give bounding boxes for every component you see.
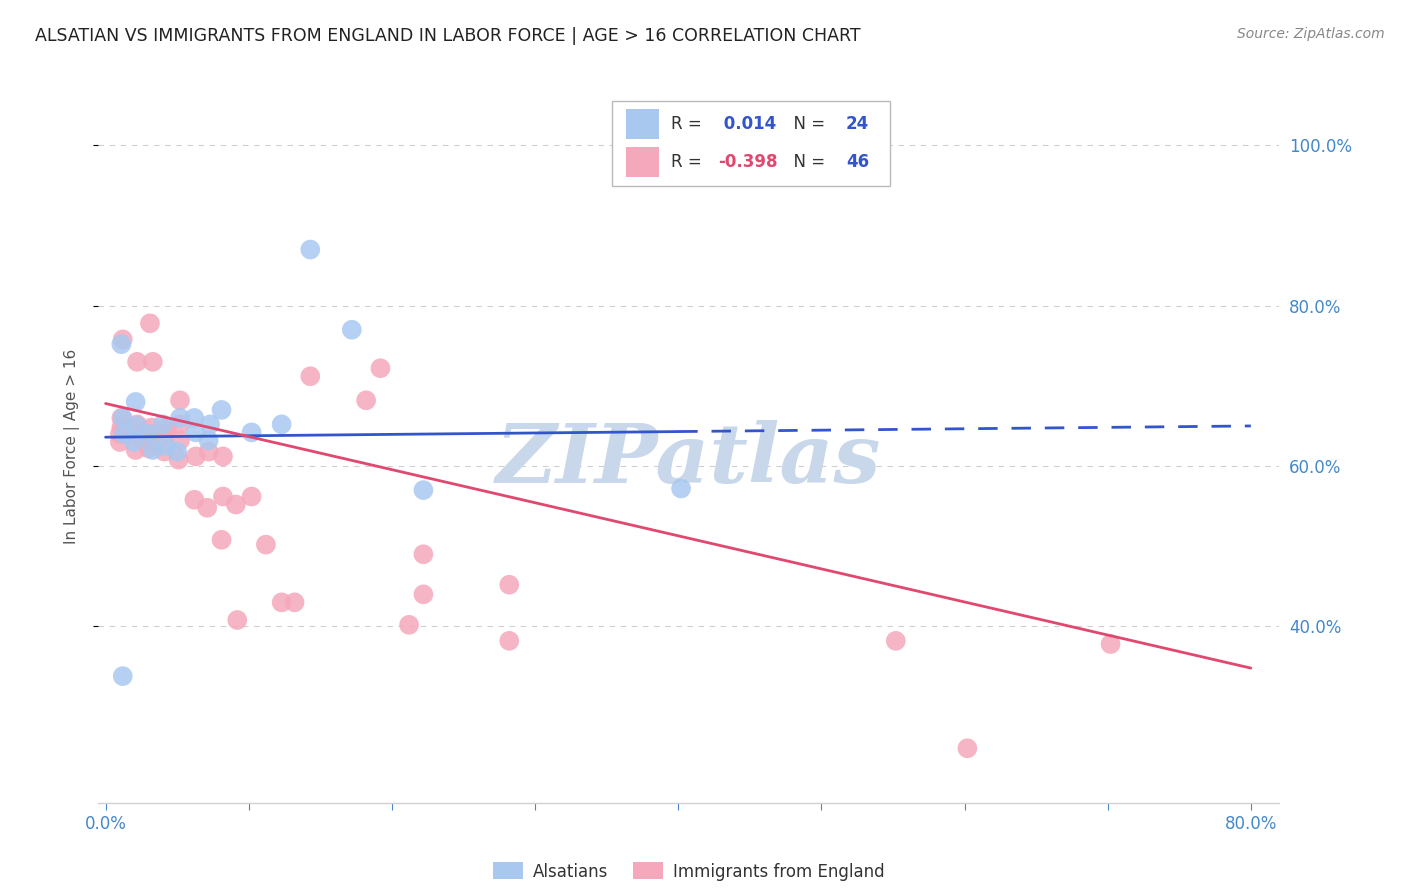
- Point: [1099, 637, 1122, 651]
- Point: [141, 427, 163, 442]
- Point: [110, 337, 132, 351]
- Point: [111, 669, 134, 683]
- Point: [183, 411, 205, 425]
- Point: [138, 442, 160, 456]
- Point: [108, 435, 131, 450]
- Point: [169, 393, 191, 408]
- Text: N =: N =: [783, 115, 831, 133]
- Point: [169, 434, 191, 448]
- Point: [183, 492, 205, 507]
- Text: ALSATIAN VS IMMIGRANTS FROM ENGLAND IN LABOR FORCE | AGE > 16 CORRELATION CHART: ALSATIAN VS IMMIGRANTS FROM ENGLAND IN L…: [35, 27, 860, 45]
- Point: [884, 633, 907, 648]
- Point: [254, 538, 277, 552]
- Text: -0.398: -0.398: [718, 153, 778, 171]
- Point: [270, 595, 292, 609]
- Point: [197, 434, 219, 448]
- Text: R =: R =: [671, 115, 707, 133]
- Point: [142, 442, 165, 457]
- Point: [184, 450, 207, 464]
- Point: [111, 332, 134, 346]
- Point: [124, 442, 146, 457]
- Point: [270, 417, 292, 432]
- Bar: [626, 147, 659, 177]
- Point: [124, 395, 146, 409]
- Point: [122, 435, 145, 450]
- Point: [197, 444, 219, 458]
- Point: [412, 547, 434, 561]
- Point: [155, 427, 177, 442]
- Point: [354, 393, 377, 408]
- Bar: [612, 102, 890, 186]
- Point: [283, 595, 305, 609]
- Point: [166, 444, 188, 458]
- Point: [184, 425, 207, 440]
- Point: [225, 498, 247, 512]
- Text: 24: 24: [846, 115, 869, 133]
- Point: [152, 417, 174, 432]
- Point: [169, 417, 191, 432]
- Point: [155, 439, 177, 453]
- Text: 0.014: 0.014: [718, 115, 776, 133]
- Point: [125, 417, 148, 432]
- Point: [412, 587, 434, 601]
- Point: [212, 490, 235, 504]
- Y-axis label: In Labor Force | Age > 16: In Labor Force | Age > 16: [63, 349, 80, 543]
- Text: N =: N =: [783, 153, 831, 171]
- Point: [398, 617, 420, 632]
- Point: [226, 613, 249, 627]
- Point: [211, 533, 233, 547]
- Point: [125, 355, 148, 369]
- Point: [169, 411, 191, 425]
- Point: [112, 427, 135, 442]
- Bar: [626, 109, 659, 139]
- Point: [956, 741, 979, 756]
- Point: [125, 419, 148, 434]
- Point: [212, 450, 235, 464]
- Point: [195, 500, 218, 515]
- Point: [138, 427, 160, 442]
- Text: 46: 46: [846, 153, 869, 171]
- Point: [412, 483, 434, 497]
- Point: [370, 361, 392, 376]
- Point: [153, 444, 176, 458]
- Point: [111, 411, 134, 425]
- Point: [669, 482, 692, 496]
- Point: [299, 243, 322, 257]
- Point: [167, 452, 190, 467]
- Text: Source: ZipAtlas.com: Source: ZipAtlas.com: [1237, 27, 1385, 41]
- Text: ZIPatlas: ZIPatlas: [496, 420, 882, 500]
- Point: [299, 369, 322, 384]
- Point: [211, 403, 233, 417]
- Point: [142, 355, 165, 369]
- Point: [340, 323, 363, 337]
- Point: [498, 578, 520, 592]
- Point: [240, 490, 263, 504]
- Legend: Alsatians, Immigrants from England: Alsatians, Immigrants from England: [486, 855, 891, 888]
- Text: R =: R =: [671, 153, 707, 171]
- Point: [110, 420, 132, 434]
- Point: [498, 633, 520, 648]
- Point: [110, 411, 132, 425]
- Point: [141, 420, 163, 434]
- Point: [198, 417, 221, 432]
- Point: [139, 316, 162, 330]
- Point: [139, 434, 162, 448]
- Point: [240, 425, 263, 440]
- Point: [108, 427, 131, 442]
- Point: [156, 420, 179, 434]
- Point: [125, 427, 148, 442]
